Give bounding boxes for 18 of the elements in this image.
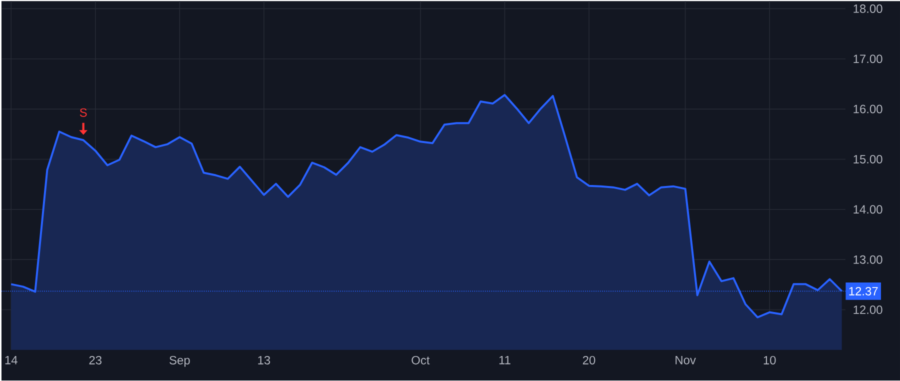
x-tick-label: 11 xyxy=(499,356,510,364)
x-tick-label: 14 xyxy=(5,356,18,364)
y-tick-label: 14.00 xyxy=(854,205,882,214)
y-tick-label: 13.00 xyxy=(854,256,882,264)
ref-line-label: 12.37 xyxy=(849,287,878,296)
x-tick-label: 10 xyxy=(764,356,776,365)
y-tick-label: 15.00 xyxy=(854,155,882,164)
x-tick-label: Nov xyxy=(676,356,696,365)
x-tick-label: Sep xyxy=(170,356,190,368)
x-tick-label: 20 xyxy=(582,356,596,365)
x-tick-label: 13 xyxy=(258,356,270,365)
x-tick-label: Oct xyxy=(412,356,430,365)
x-tick-label: 23 xyxy=(89,356,102,365)
y-tick-label: 16.00 xyxy=(854,105,882,114)
y-tick-label: 18.00 xyxy=(854,4,882,14)
annotation: S xyxy=(80,108,87,118)
y-tick-label: 12.00 xyxy=(854,306,882,314)
y-tick-label: 17.00 xyxy=(854,54,882,64)
